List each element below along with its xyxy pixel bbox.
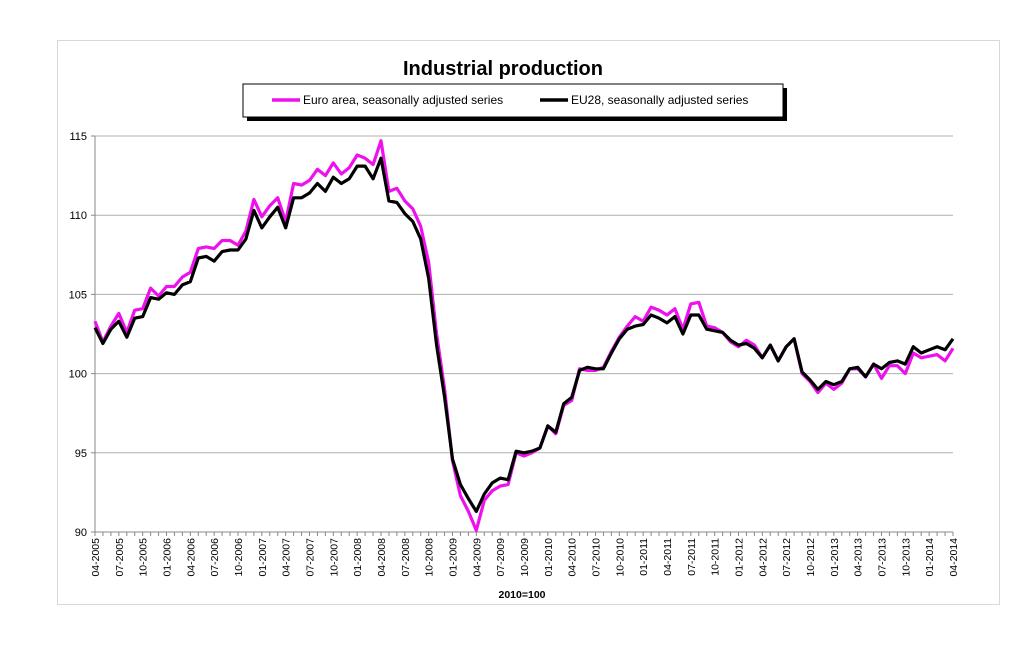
x-tick-label: 07-2012 <box>781 538 793 577</box>
x-tick-label: 04-2013 <box>853 538 865 577</box>
x-tick-label: 07-2007 <box>305 538 317 577</box>
x-tick-label: 01-2009 <box>448 538 460 577</box>
chart-title: Industrial production <box>403 58 603 80</box>
x-axis-label: 2010=100 <box>498 589 545 601</box>
x-tick-label: 01-2011 <box>638 538 650 576</box>
x-tick-label: 04-2012 <box>757 538 769 577</box>
x-tick-label: 04-2005 <box>90 538 102 577</box>
x-tick-label: 10-2009 <box>519 538 531 577</box>
x-tick-label: 10-2008 <box>424 538 436 577</box>
y-tick-label: 115 <box>69 131 87 143</box>
x-tick-label: 10-2013 <box>900 538 912 577</box>
legend-label: EU28, seasonally adjusted series <box>571 93 748 107</box>
x-tick-label: 04-2007 <box>281 538 293 577</box>
legend-label: Euro area, seasonally adjusted series <box>303 93 503 107</box>
x-tick-label: 01-2013 <box>829 538 841 577</box>
x-tick-label: 07-2013 <box>877 538 889 577</box>
x-tick-label: 07-2006 <box>209 538 221 577</box>
x-tick-label: 10-2006 <box>233 538 245 577</box>
series-line-eu28 <box>93 156 955 513</box>
x-tick-label: 01-2012 <box>734 538 746 577</box>
x-tick-label: 07-2010 <box>591 538 603 577</box>
x-tick-label: 10-2012 <box>805 538 817 577</box>
x-tick-label: 07-2009 <box>495 538 507 577</box>
x-tick-label: 04-2008 <box>376 538 388 577</box>
x-tick-label: 04-2006 <box>185 538 197 577</box>
x-tick-label: 10-2007 <box>328 538 340 577</box>
x-tick-label: 04-2010 <box>567 538 579 577</box>
x-tick-label: 07-2011 <box>686 538 698 576</box>
x-tick-label: 10-2005 <box>138 538 150 577</box>
y-tick-label: 110 <box>69 210 87 222</box>
x-tick-label: 01-2007 <box>257 538 269 577</box>
x-tick-label: 10-2010 <box>614 538 626 577</box>
y-tick-label: 90 <box>75 527 87 539</box>
y-tick-label: 105 <box>69 289 87 301</box>
x-tick-label: 07-2008 <box>400 538 412 577</box>
x-tick-label: 07-2005 <box>114 538 126 577</box>
legend <box>242 83 784 118</box>
x-tick-label: 01-2008 <box>352 538 364 577</box>
x-tick-label: 04-2009 <box>471 538 483 577</box>
y-tick-label: 100 <box>69 369 87 381</box>
chart-frame <box>57 40 1000 605</box>
x-tick-label: 01-2006 <box>162 538 174 577</box>
x-tick-label: 10-2011 <box>710 538 722 576</box>
y-tick-label: 95 <box>75 448 87 460</box>
x-tick-label: 01-2014 <box>924 538 936 577</box>
x-tick-label: 04-2011 <box>662 538 674 576</box>
series-line-euro-area <box>93 139 955 532</box>
x-tick-label: 01-2010 <box>543 538 555 577</box>
x-tick-label: 04-2014 <box>948 538 960 577</box>
